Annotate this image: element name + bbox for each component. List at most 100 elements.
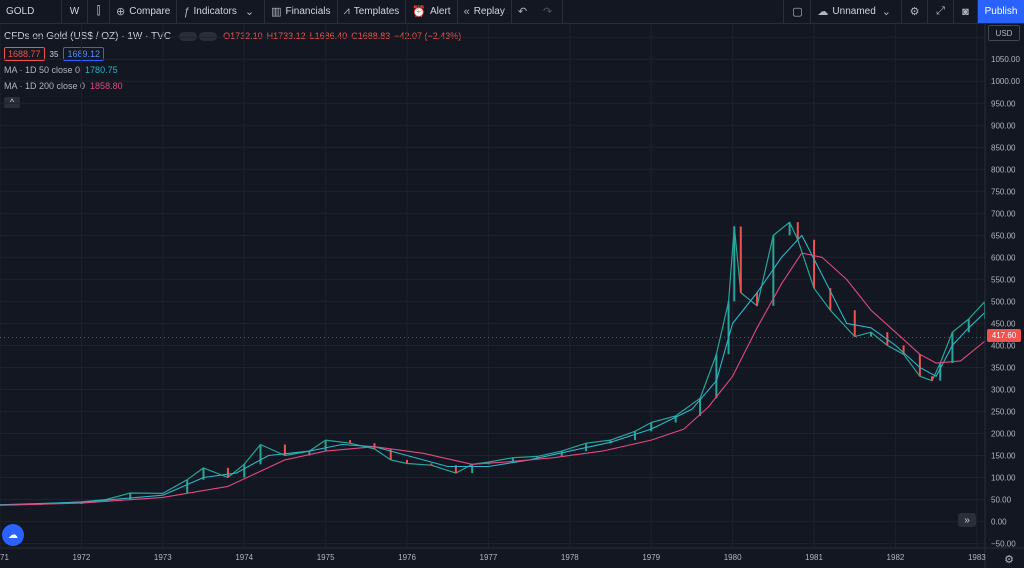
bid-ask-row: 1688.77 35 1689.12 (4, 46, 461, 62)
currency-label[interactable]: USD (988, 25, 1020, 41)
candles-icon: ⫿ (96, 5, 101, 17)
alert-label: Alert (430, 6, 451, 17)
y-tick-label: 850.00 (991, 143, 1016, 152)
spread-value: 35 (49, 49, 59, 59)
ma50-row: MA · 1D 50 close 0 1780.75 (4, 62, 461, 78)
financials-label: Financials (285, 6, 331, 17)
x-tick-label: 1971 (0, 553, 9, 562)
x-tick-label: 1983 (968, 553, 986, 562)
double-chevron-right-icon: » (964, 514, 970, 526)
templates-icon: ⩘ (343, 5, 350, 17)
ma200-line (0, 252, 986, 506)
financials-button[interactable]: ▥ Financials (265, 0, 338, 23)
rewind-icon: « (463, 5, 470, 18)
flag-pill[interactable] (199, 31, 218, 41)
y-tick-label: 950.00 (991, 99, 1016, 108)
ma50-value: 1780.75 (85, 65, 118, 75)
price-axis: 1100.001050.001000.00950.00900.00850.008… (984, 24, 1024, 568)
scroll-to-realtime-button[interactable]: » (958, 513, 976, 527)
top-toolbar: GOLD W ⫿ ⊕ Compare ƒ Indicators ⌄ ▥ Financia… (0, 0, 1024, 24)
snapshot-button[interactable]: ◙ (954, 0, 978, 23)
ohlc-close: C1688.83 (351, 31, 391, 41)
axis-settings-button[interactable]: ⚙ (1002, 552, 1016, 566)
collapse-legend-button[interactable]: ^ (4, 96, 20, 108)
tradingview-logo[interactable]: ☁ (2, 524, 24, 546)
series-layer (0, 221, 986, 506)
cloud-icon: ☁ (8, 529, 18, 541)
ma200-label: MA · 1D 200 close 0 (4, 81, 86, 91)
y-tick-label: 0.00 (991, 518, 1007, 527)
symbol-search[interactable]: GOLD (0, 0, 62, 23)
x-tick-label: 1977 (480, 553, 498, 562)
fullscreen-button[interactable]: ⤢ (928, 0, 954, 23)
y-tick-label: 800.00 (991, 165, 1016, 174)
y-tick-label: 150.00 (991, 452, 1016, 461)
function-icon: ƒ (183, 5, 190, 18)
layout-button[interactable]: ▢ (783, 0, 812, 23)
legend-title-row: CFDs on Gold (US$ / OZ) · 1W · TVC O1732… (4, 28, 461, 44)
bid-price[interactable]: 1688.77 (4, 47, 45, 61)
replay-button[interactable]: «Replay (458, 0, 512, 23)
y-tick-label: 500.00 (991, 297, 1016, 306)
market-status-pill[interactable] (179, 31, 198, 41)
redo-button[interactable]: ↷ (537, 0, 564, 23)
price-line (0, 221, 986, 506)
square-icon: ▢ (792, 6, 803, 18)
gear-icon: ⚙ (1004, 553, 1014, 566)
ohlc-change: −42.07 (−2.43%) (394, 31, 462, 41)
x-tick-label: 1974 (235, 553, 253, 562)
chart-legend: CFDs on Gold (US$ / OZ) · 1W · TVC O1732… (4, 28, 461, 110)
y-tick-label: 550.00 (991, 275, 1016, 284)
x-tick-label: 1973 (154, 553, 172, 562)
y-tick-label: 400.00 (991, 341, 1016, 350)
replay-label: Replay (473, 6, 505, 17)
layout-name-button[interactable]: ☁ Unnamed ⌄ (811, 0, 902, 23)
y-tick-label: 1000.00 (991, 77, 1020, 86)
x-tick-label: 1972 (73, 553, 91, 562)
ma200-value: 1858.80 (90, 81, 123, 91)
ask-price[interactable]: 1689.12 (63, 47, 104, 61)
price-axis-bg (985, 24, 1024, 548)
cloud-icon: ☁ (817, 6, 829, 18)
x-tick-label: 1980 (724, 553, 742, 562)
x-tick-label: 1982 (887, 553, 905, 562)
undo-icon: ↶ (517, 6, 528, 18)
publish-button[interactable]: Publish (978, 0, 1024, 23)
alarm-clock-icon: ⏰ (412, 6, 426, 18)
plus-circle-icon: ⊕ (116, 6, 126, 18)
x-tick-label: 1976 (398, 553, 416, 562)
x-tick-label: 1979 (642, 553, 660, 562)
settings-button[interactable]: ⚙ (902, 0, 928, 23)
undo-button[interactable]: ↶ (512, 0, 537, 23)
bar-chart-icon: ▥ (271, 6, 282, 18)
interval-button[interactable]: W (62, 0, 88, 23)
current-price-value: 417.60 (991, 331, 1017, 340)
ohlc-low: L1686.40 (309, 31, 348, 41)
indicators-button[interactable]: ƒ Indicators ⌄ (177, 0, 266, 23)
y-tick-label: 900.00 (991, 121, 1016, 130)
y-tick-label: 650.00 (991, 231, 1016, 240)
templates-button[interactable]: ⩘ Templates (338, 0, 407, 23)
compare-button[interactable]: ⊕ Compare (110, 0, 178, 23)
templates-label: Templates (353, 6, 400, 17)
y-tick-label: 600.00 (991, 253, 1016, 262)
alert-button[interactable]: ⏰ Alert (406, 0, 458, 23)
ma50-label: MA · 1D 50 close 0 (4, 65, 81, 75)
gear-icon: ⚙ (909, 6, 920, 18)
camera-icon: ◙ (962, 5, 969, 18)
indicators-label: Indicators (193, 6, 237, 17)
symbol-label: GOLD (6, 6, 35, 17)
y-tick-label: −50.00 (991, 540, 1016, 549)
y-tick-label: 350.00 (991, 363, 1016, 372)
toolbar-right: ▢ ☁ Unnamed ⌄ ⚙ ⤢ ◙ Publish (783, 0, 1024, 23)
y-tick-label: 100.00 (991, 474, 1016, 483)
layout-name-label: Unnamed (832, 6, 876, 17)
y-tick-label: 200.00 (991, 430, 1016, 439)
x-tick-label: 1975 (317, 553, 335, 562)
y-tick-label: 50.00 (991, 496, 1012, 505)
chart-type-button[interactable]: ⫿ (88, 0, 110, 23)
redo-icon: ↷ (543, 6, 553, 18)
publish-label: Publish (984, 6, 1018, 17)
chevron-down-icon: ⌄ (244, 6, 255, 18)
ohlc-high: H1733.12 (266, 31, 306, 41)
